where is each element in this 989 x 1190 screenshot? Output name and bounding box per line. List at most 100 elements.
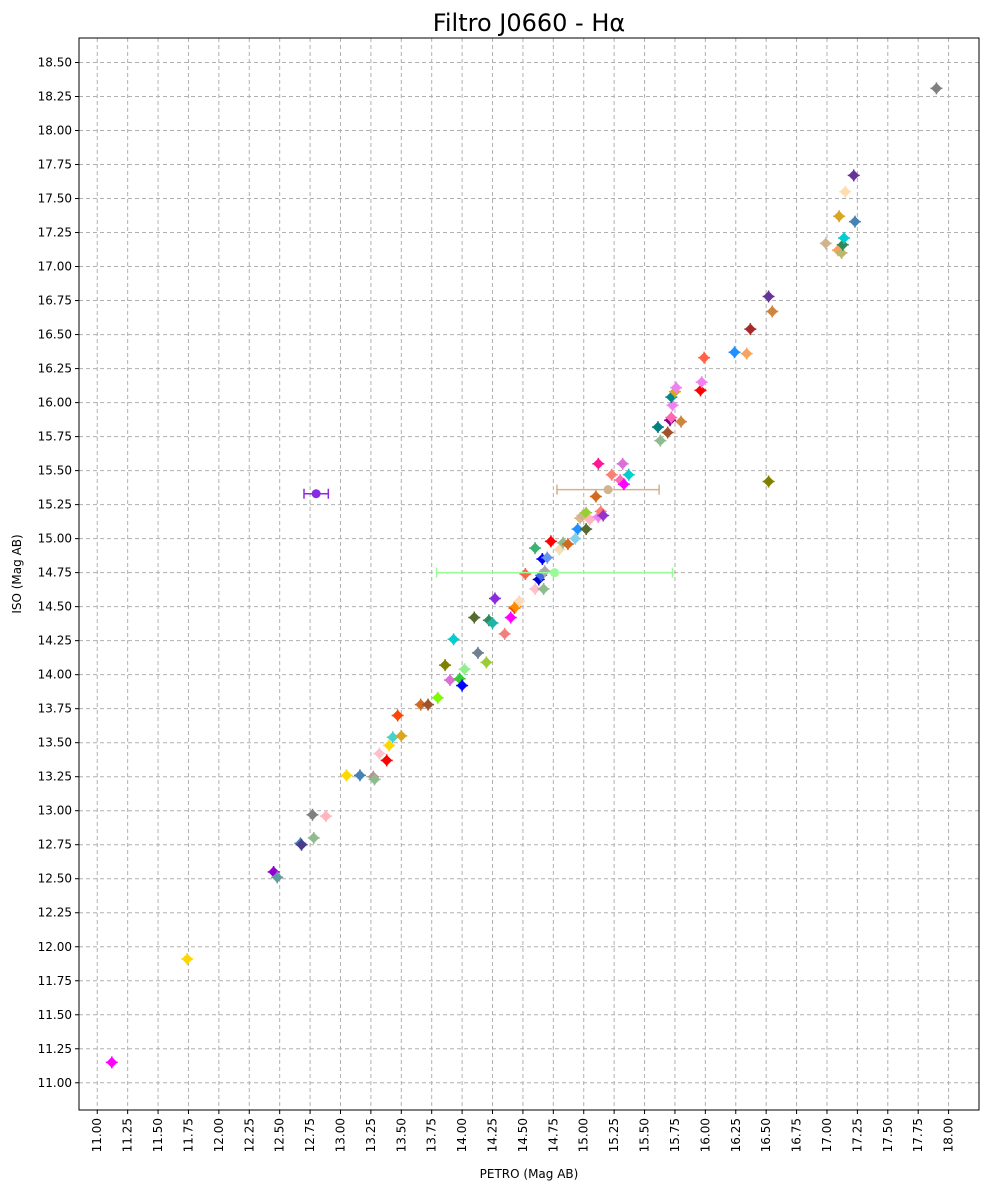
y-tick-label: 13.25 xyxy=(38,770,72,784)
data-point xyxy=(622,468,635,481)
x-tick-label: 15.75 xyxy=(668,1118,682,1152)
point-marker xyxy=(448,633,460,645)
point-marker xyxy=(459,663,471,675)
data-point xyxy=(431,691,444,704)
y-tick-label: 17.75 xyxy=(38,158,72,172)
x-tick-label: 13.75 xyxy=(425,1118,439,1152)
point-marker xyxy=(698,352,710,364)
point-marker xyxy=(432,692,444,704)
y-tick-label: 18.00 xyxy=(38,124,72,138)
point-marker xyxy=(311,489,321,499)
data-point xyxy=(181,952,194,965)
y-tick-label: 11.25 xyxy=(38,1042,72,1056)
point-marker xyxy=(444,674,456,686)
y-tick-label: 14.25 xyxy=(38,634,72,648)
x-tick-label: 17.50 xyxy=(881,1118,895,1152)
x-tick-label: 12.25 xyxy=(242,1118,256,1152)
point-marker xyxy=(667,399,679,411)
point-marker xyxy=(373,748,385,760)
point-marker xyxy=(545,535,557,547)
point-marker xyxy=(387,731,399,743)
data-point xyxy=(766,305,779,318)
x-tick-label: 15.00 xyxy=(577,1118,591,1152)
point-marker xyxy=(837,239,849,251)
y-tick-label: 18.25 xyxy=(38,89,72,103)
point-marker xyxy=(369,773,381,785)
data-point xyxy=(665,411,678,424)
data-point xyxy=(762,475,775,488)
point-marker xyxy=(820,237,832,249)
point-marker xyxy=(383,739,395,751)
data-point xyxy=(439,659,452,672)
y-tick-label: 15.50 xyxy=(38,464,72,478)
data-point xyxy=(695,376,708,389)
y-tick-label: 17.00 xyxy=(38,260,72,274)
data-point xyxy=(319,810,332,823)
x-tick-label: 15.25 xyxy=(607,1118,621,1152)
y-tick-label: 15.75 xyxy=(38,430,72,444)
data-point xyxy=(468,611,481,624)
y-tick-label: 13.00 xyxy=(38,804,72,818)
data-point xyxy=(513,595,526,608)
chart-title: Filtro J0660 - Hα xyxy=(433,9,625,37)
data-point xyxy=(391,709,404,722)
point-marker xyxy=(617,458,629,470)
point-marker xyxy=(308,832,320,844)
y-tick-label: 11.75 xyxy=(38,974,72,988)
y-tick-label: 16.75 xyxy=(38,294,72,308)
x-tick-label: 16.75 xyxy=(790,1118,804,1152)
x-tick-label: 11.75 xyxy=(181,1118,195,1152)
x-tick-label: 15.50 xyxy=(638,1118,652,1152)
data-point xyxy=(561,538,574,551)
y-tick-label: 16.50 xyxy=(38,328,72,342)
point-marker xyxy=(519,568,531,580)
data-point xyxy=(698,351,711,364)
point-marker xyxy=(652,421,664,433)
x-tick-label: 12.50 xyxy=(273,1118,287,1152)
point-marker xyxy=(839,186,851,198)
point-marker xyxy=(489,592,501,604)
x-tick-label: 18.00 xyxy=(942,1118,956,1152)
point-marker xyxy=(838,232,850,244)
data-point xyxy=(498,627,511,640)
x-tick-label: 16.50 xyxy=(759,1118,773,1152)
data-point xyxy=(480,656,493,669)
data-point xyxy=(589,490,602,503)
data-point xyxy=(569,532,582,545)
plot-frame xyxy=(78,37,980,1111)
x-tick-label: 11.25 xyxy=(121,1118,135,1152)
point-marker xyxy=(341,769,353,781)
point-marker xyxy=(320,810,332,822)
point-marker xyxy=(569,533,581,545)
x-tick-label: 12.75 xyxy=(303,1118,317,1152)
y-tick-label: 12.25 xyxy=(38,906,72,920)
y-tick-label: 12.50 xyxy=(38,872,72,886)
point-marker xyxy=(849,216,861,228)
x-tick-label: 17.75 xyxy=(911,1118,925,1152)
x-tick-label: 14.75 xyxy=(546,1118,560,1152)
point-marker xyxy=(513,595,525,607)
point-marker xyxy=(529,542,541,554)
data-point xyxy=(306,808,319,821)
data-point xyxy=(556,484,660,495)
y-tick-label: 17.50 xyxy=(38,192,72,206)
x-tick-label: 17.25 xyxy=(850,1118,864,1152)
point-marker xyxy=(529,583,541,595)
point-marker xyxy=(422,699,434,711)
data-point xyxy=(728,346,741,359)
y-tick-label: 11.00 xyxy=(38,1076,72,1090)
point-marker xyxy=(472,647,484,659)
data-point xyxy=(486,616,499,629)
data-point xyxy=(847,169,860,182)
point-marker xyxy=(662,427,674,439)
data-point xyxy=(488,592,501,605)
point-marker xyxy=(665,412,677,424)
data-point xyxy=(651,421,664,434)
data-point xyxy=(303,488,330,499)
point-marker xyxy=(766,305,778,317)
x-tick-label: 13.00 xyxy=(333,1118,347,1152)
y-tick-label: 16.00 xyxy=(38,396,72,410)
point-marker xyxy=(468,612,480,624)
x-tick-label: 12.00 xyxy=(212,1118,226,1152)
point-marker xyxy=(836,247,848,259)
